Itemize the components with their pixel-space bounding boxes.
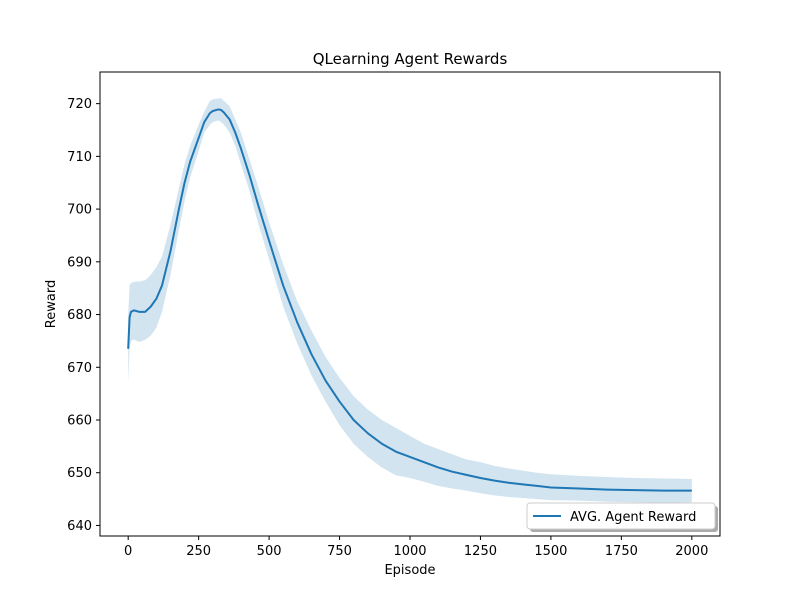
x-tick-label: 2000 [675, 544, 708, 559]
y-tick-label: 660 [67, 414, 92, 429]
y-tick-label: 670 [67, 361, 92, 376]
series-line-layer [127, 108, 692, 492]
x-axis-ticks: 0 250 500 750 1000 1250 1500 1750 2000 [124, 536, 708, 559]
y-tick-label: 640 [67, 519, 92, 534]
x-tick-label: 250 [186, 544, 211, 559]
x-tick-label: 0 [124, 544, 132, 559]
x-tick-label: 1250 [464, 544, 497, 559]
y-axis-label: Reward [44, 280, 59, 328]
series-line-avg-agent-reward [127, 108, 692, 492]
chart-title: QLearning Agent Rewards [313, 50, 508, 68]
x-tick-label: 1500 [534, 544, 567, 559]
y-tick-label: 700 [67, 203, 92, 218]
legend-entry-label: AVG. Agent Reward [570, 510, 696, 525]
y-tick-label: 720 [67, 97, 92, 112]
y-tick-label: 690 [67, 255, 92, 270]
x-tick-label: 750 [327, 544, 352, 559]
y-tick-label: 650 [67, 466, 92, 481]
legend: AVG. Agent Reward [526, 502, 718, 532]
x-tick-label: 500 [257, 544, 282, 559]
y-axis-ticks: 640 650 660 670 680 690 700 710 720 [67, 97, 100, 534]
x-axis-label: Episode [384, 563, 435, 578]
x-tick-label: 1000 [393, 544, 426, 559]
x-tick-label: 1750 [605, 544, 638, 559]
y-tick-label: 710 [67, 150, 92, 165]
y-tick-label: 680 [67, 308, 92, 323]
legend-box [526, 502, 716, 530]
